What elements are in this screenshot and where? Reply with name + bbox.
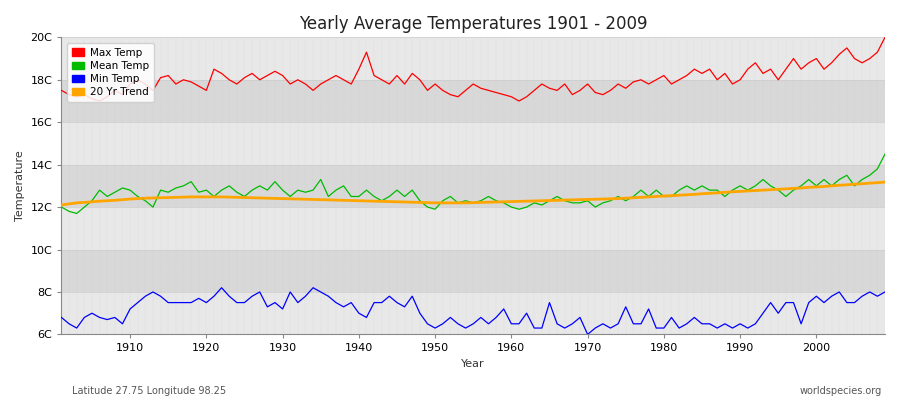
Mean Temp (338, 184, 349, 188)
20 Yr Trend (499, 199, 509, 204)
20 Yr Trend (330, 198, 341, 202)
20 Yr Trend (598, 197, 608, 202)
Max Temp (56, 88, 67, 93)
20 Yr Trend (879, 180, 890, 184)
Min Temp (117, 322, 128, 326)
Max Temp (506, 94, 517, 99)
Line: Mean Temp: Mean Temp (61, 154, 885, 214)
Bar (61, 80, 885, 122)
Mean Temp (56, 205, 67, 210)
Bar (61, 122, 885, 165)
Bar (61, 37, 885, 80)
Bar (61, 207, 885, 250)
20 Yr Trend (117, 197, 128, 202)
Y-axis label: Temperature: Temperature (15, 150, 25, 221)
Legend: Max Temp, Mean Temp, Min Temp, 20 Yr Trend: Max Temp, Mean Temp, Min Temp, 20 Yr Tre… (67, 42, 154, 102)
Bar (61, 165, 885, 207)
Min Temp (506, 322, 517, 326)
Min Temp (292, 300, 303, 305)
20 Yr Trend (56, 202, 67, 207)
Line: Max Temp: Max Temp (61, 37, 885, 101)
Mean Temp (292, 188, 303, 192)
20 Yr Trend (284, 196, 295, 201)
X-axis label: Year: Year (462, 359, 485, 369)
Line: 20 Yr Trend: 20 Yr Trend (61, 182, 885, 205)
Min Temp (514, 322, 525, 326)
Mean Temp (71, 211, 82, 216)
Max Temp (879, 35, 890, 40)
Min Temp (613, 322, 624, 326)
Min Temp (879, 290, 890, 294)
20 Yr Trend (506, 199, 517, 204)
Max Temp (292, 77, 303, 82)
Bar (61, 292, 885, 334)
Min Temp (582, 332, 593, 337)
Bar (61, 250, 885, 292)
Title: Yearly Average Temperatures 1901 - 2009: Yearly Average Temperatures 1901 - 2009 (299, 15, 647, 33)
Max Temp (514, 98, 525, 103)
Mean Temp (125, 188, 136, 192)
Mean Temp (879, 152, 890, 156)
Mean Temp (514, 207, 525, 212)
Text: Latitude 27.75 Longitude 98.25: Latitude 27.75 Longitude 98.25 (72, 386, 226, 396)
Min Temp (338, 304, 349, 309)
Max Temp (605, 88, 616, 93)
Mean Temp (506, 205, 517, 210)
Min Temp (216, 285, 227, 290)
Line: Min Temp: Min Temp (61, 288, 885, 334)
Max Temp (94, 98, 105, 103)
Mean Temp (605, 198, 616, 203)
Min Temp (56, 315, 67, 320)
Max Temp (125, 82, 136, 86)
Text: worldspecies.org: worldspecies.org (800, 386, 882, 396)
Max Temp (338, 77, 349, 82)
